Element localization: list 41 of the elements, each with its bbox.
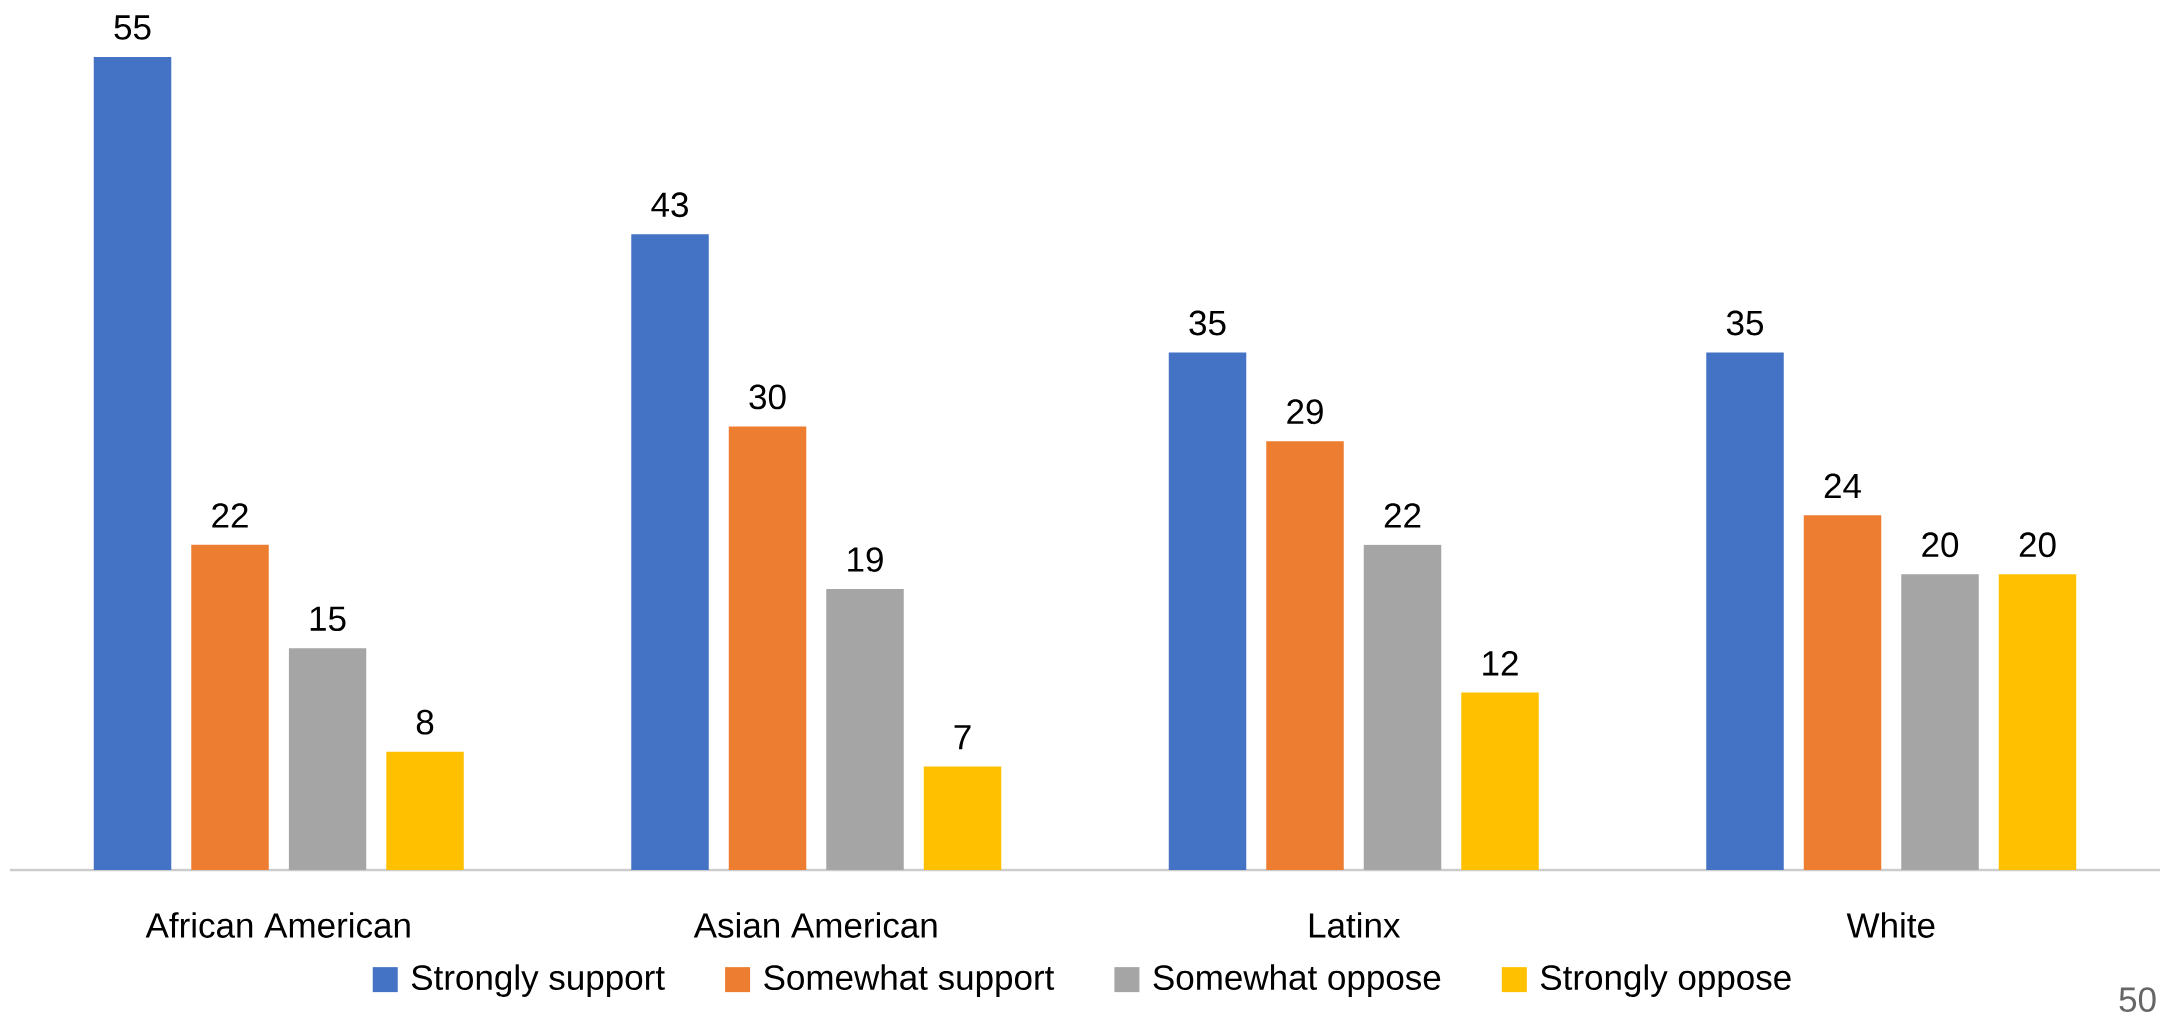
x-tick-label: Latinx: [1309, 912, 1401, 938]
bar: [386, 751, 464, 870]
bar: [1168, 352, 1247, 870]
data-label: 22: [1384, 503, 1421, 528]
legend-label: Somewhat support: [764, 964, 1055, 997]
bar: [1266, 441, 1344, 870]
x-tick-label: Asian American: [693, 912, 937, 938]
bar: [1901, 574, 1979, 870]
bar: [1998, 574, 2077, 870]
bar: [1803, 515, 1882, 870]
legend-label: Strongly support: [411, 964, 665, 997]
data-label: 8: [416, 709, 434, 735]
x-tick-label: White: [1846, 912, 1935, 938]
bar: [191, 544, 269, 870]
bar: [631, 234, 709, 870]
data-label: 43: [651, 192, 688, 218]
data-label: 19: [848, 547, 883, 572]
data-label: 15: [310, 606, 346, 632]
legend-label: Strongly oppose: [1540, 964, 1791, 997]
bar: [93, 56, 172, 870]
data-label: 30: [749, 384, 786, 410]
bar: [1461, 692, 1539, 870]
data-label: 35: [1189, 310, 1226, 336]
data-label: 12: [1483, 650, 1518, 676]
bar: [923, 766, 1002, 870]
bar: [728, 426, 807, 870]
data-label: 20: [2019, 532, 2056, 558]
text: 50: [2119, 987, 2156, 1013]
data-label: 20: [1922, 532, 1959, 558]
data-label: 7: [954, 725, 971, 750]
data-label: 22: [212, 503, 248, 528]
data-label: 29: [1287, 399, 1323, 425]
bar: [826, 589, 904, 870]
legend-label: Somewhat oppose: [1153, 964, 1441, 997]
data-label: 24: [1824, 473, 1861, 499]
bar: [1363, 544, 1442, 870]
x-tick-label: African American: [145, 912, 410, 938]
bar: [1706, 352, 1784, 870]
data-label: 55: [114, 15, 151, 40]
bar: [288, 648, 367, 870]
data-label: 35: [1726, 310, 1763, 336]
